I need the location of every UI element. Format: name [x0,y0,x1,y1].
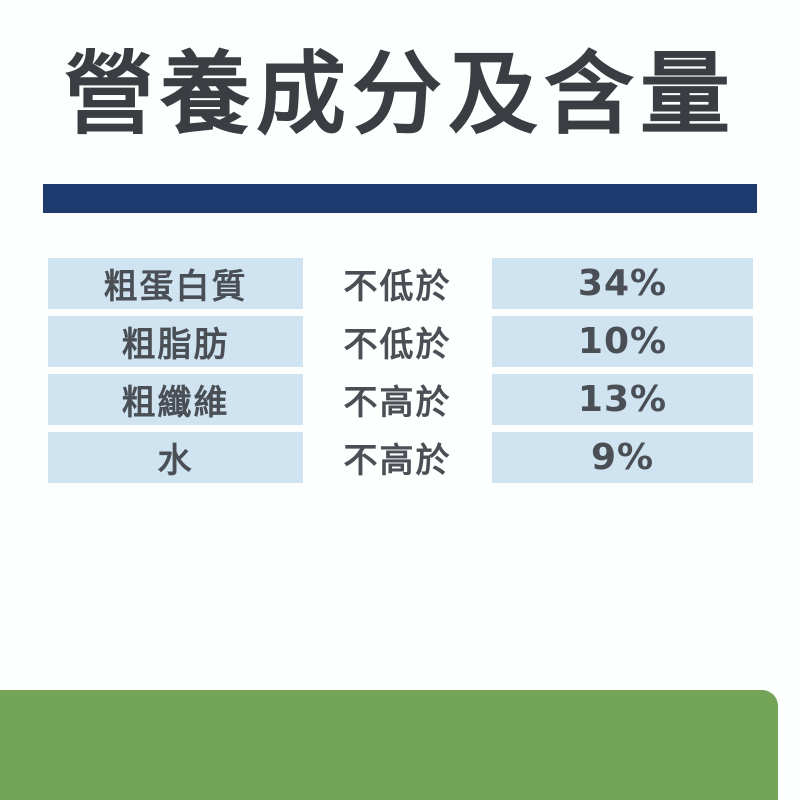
nutrient-cell: 粗脂肪 [48,316,303,367]
value-cell: 9% [492,432,753,483]
nutrition-table: 粗蛋白質 不低於 34% 粗脂肪 不低於 10% 粗纖維 不高於 13% 水 不… [48,258,753,483]
value-cell: 10% [492,316,753,367]
condition-cell: 不高於 [343,383,452,423]
nutrient-cell: 水 [48,432,303,483]
condition-cell: 不低於 [343,325,452,365]
footer-bar [0,690,778,800]
nutrient-cell: 粗纖維 [48,374,303,425]
value-cell: 34% [492,258,753,309]
nutrient-cell: 粗蛋白質 [48,258,303,309]
divider-bar [43,184,757,213]
condition-cell: 不低於 [343,267,452,307]
value-cell: 13% [492,374,753,425]
condition-cell: 不高於 [343,441,452,481]
page-title: 營養成分及含量 [64,42,736,147]
